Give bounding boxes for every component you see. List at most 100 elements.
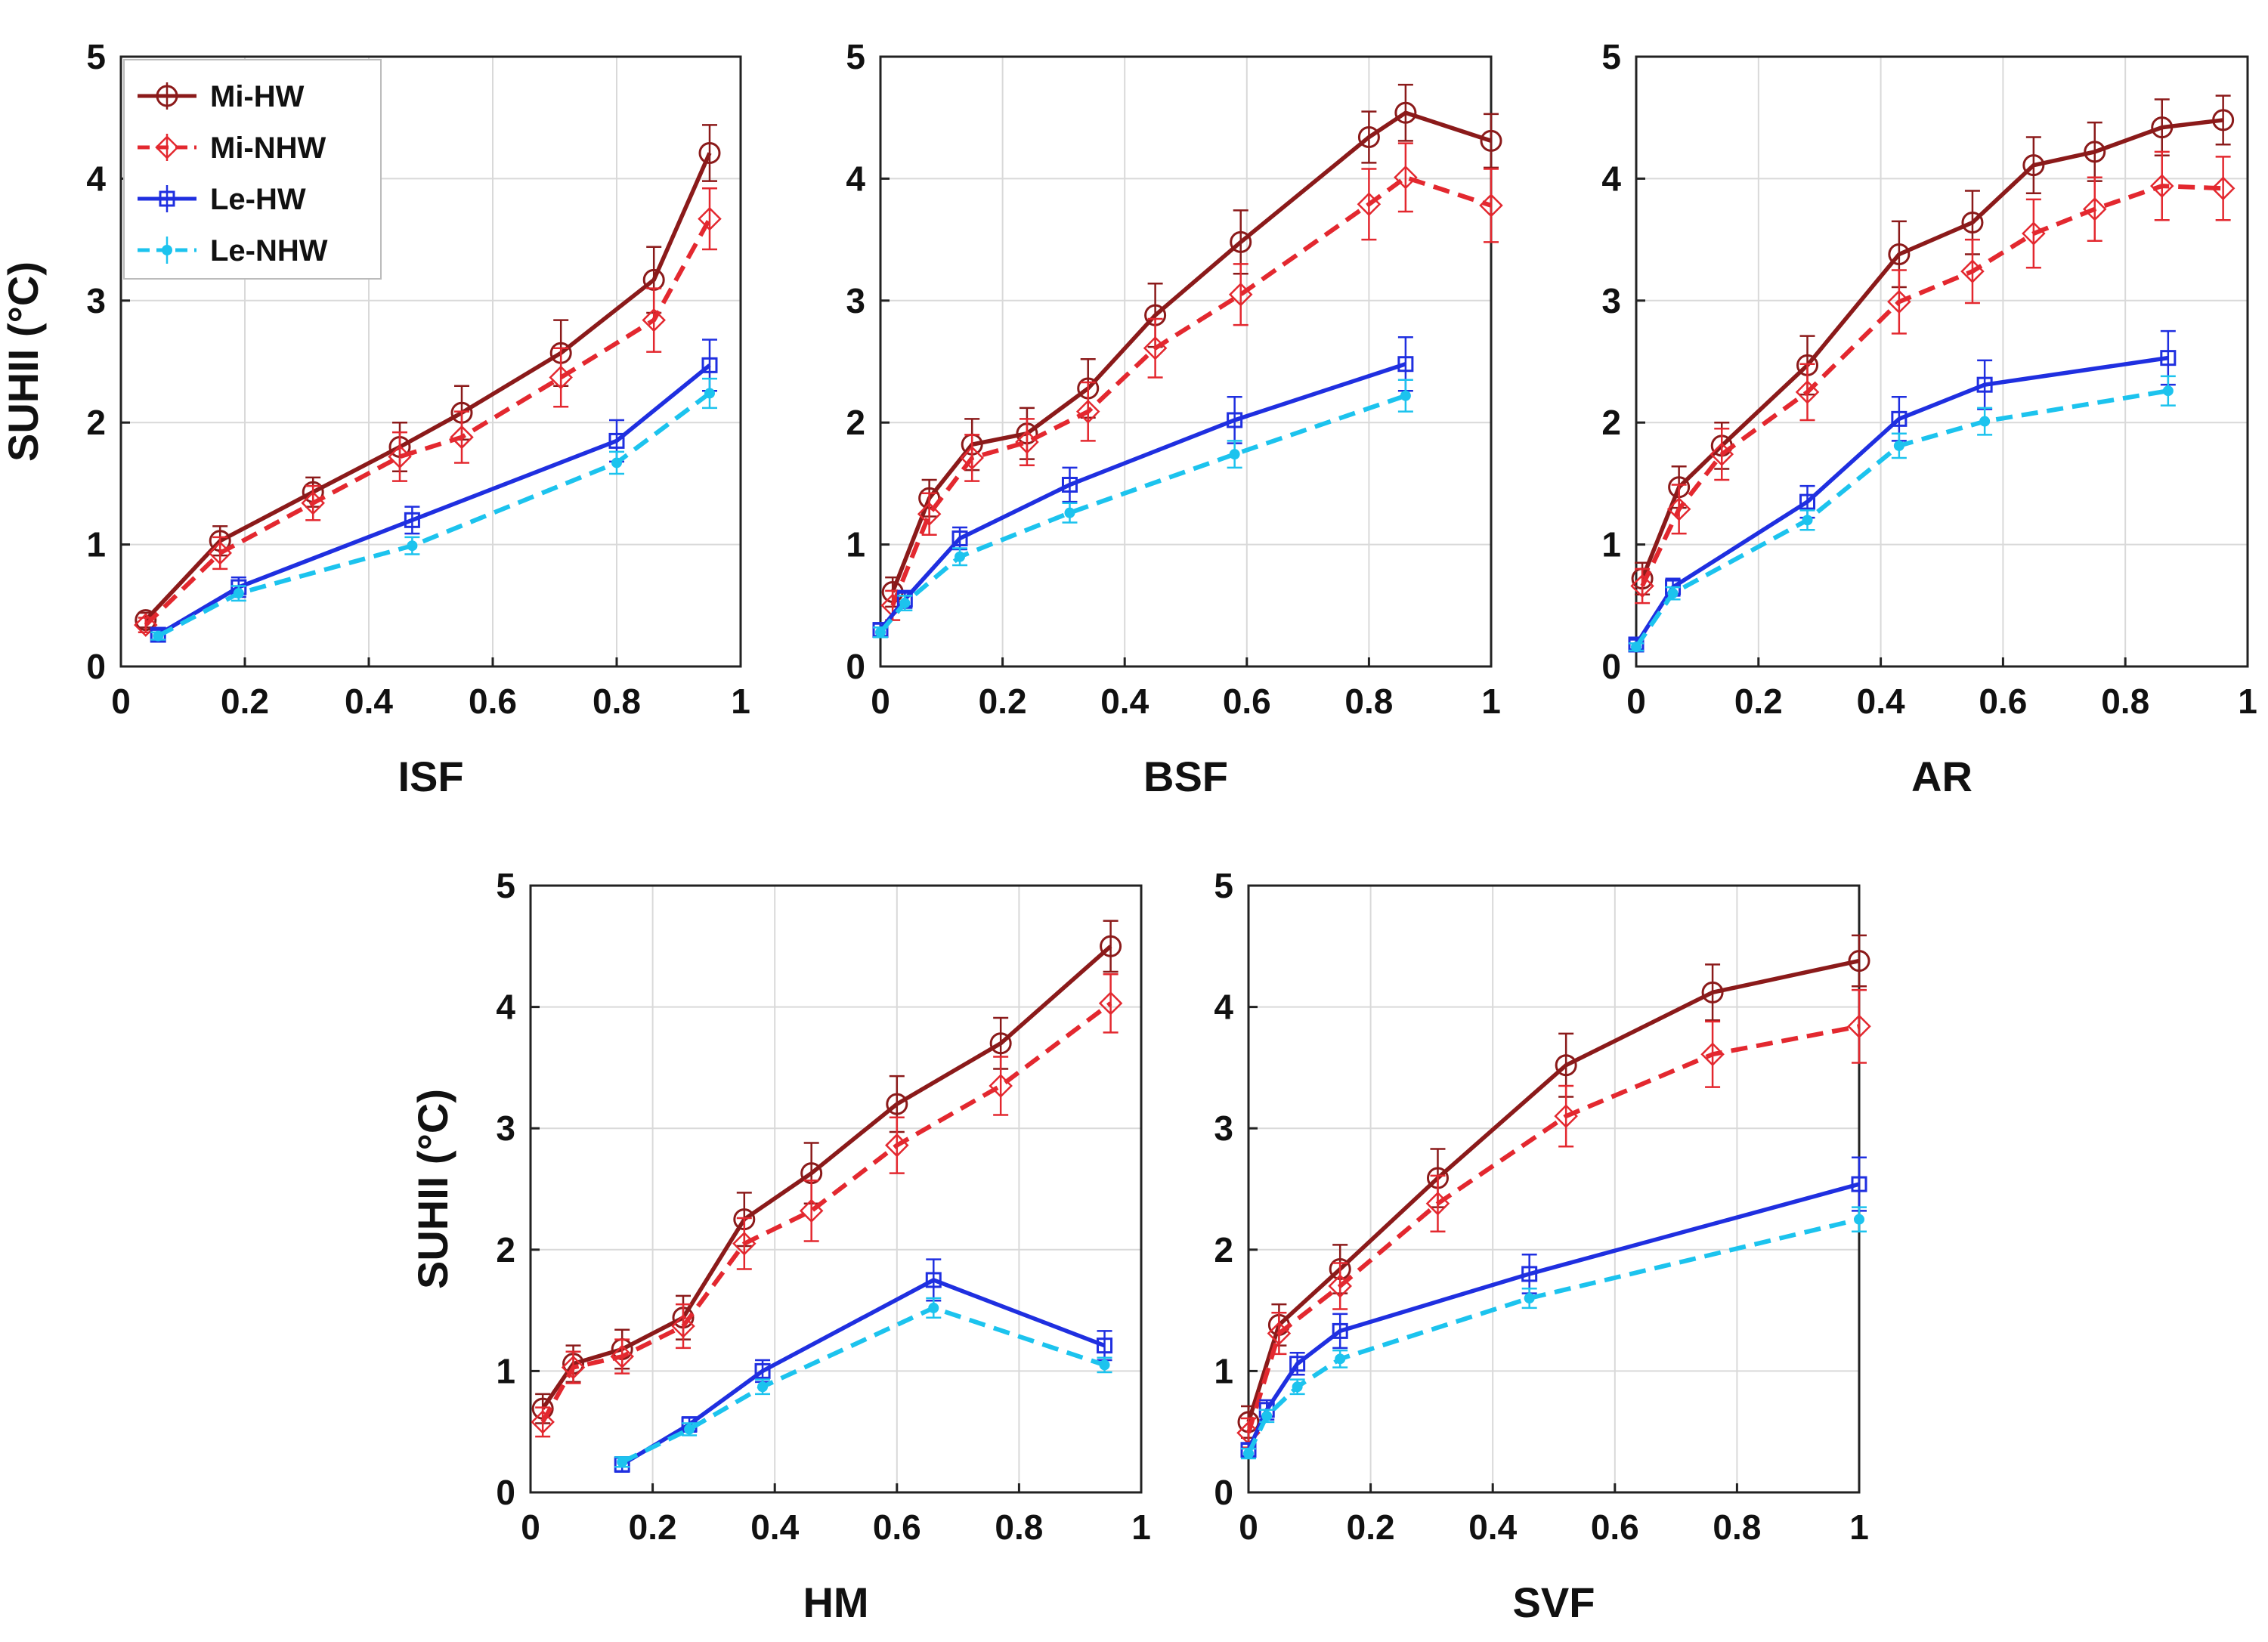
data-point-mi-nhw [1479, 193, 1503, 218]
x-axis-title: ISF [398, 753, 463, 800]
data-point-mi-nhw [1710, 442, 1734, 466]
data-point-mi-nhw [1075, 399, 1100, 424]
series-line-le-nhw [1634, 388, 2169, 648]
x-tick-label: 1 [731, 682, 750, 721]
error-bar-mi-nhw [553, 347, 569, 408]
series-le-nhw [1629, 375, 2176, 653]
data-point-mi-nhw [1328, 1274, 1352, 1298]
y-tick-label: 1 [846, 525, 865, 564]
data-point-le-nhw [153, 630, 164, 642]
data-point-le-hw [608, 432, 625, 449]
error-bar-le-hw [1062, 466, 1078, 503]
data-point-le-nhw [1400, 390, 1411, 401]
data-point-mi-nhw [301, 490, 325, 515]
x-tick-label: 1 [1481, 682, 1501, 721]
data-point-le-hw [1061, 477, 1078, 493]
data-point-mi-nhw [698, 206, 722, 231]
data-point-le-nhw [233, 588, 244, 599]
error-bar-mi-nhw [964, 434, 980, 482]
data-point-le-hw [701, 357, 718, 373]
data-point-le-nhw [407, 540, 418, 552]
x-tick-label: 0.4 [1100, 682, 1149, 721]
x-tick-label: 0 [871, 682, 890, 721]
data-point-le-hw [1799, 493, 1816, 510]
data-point-le-nhw [1335, 1353, 1346, 1365]
data-point-mi-hw [1555, 1054, 1577, 1077]
error-bar-mi-nhw [1397, 142, 1413, 213]
x-axis-title: HM [803, 1579, 868, 1626]
x-tick-label: 1 [1131, 1507, 1151, 1547]
x-tick-label: 0 [1239, 1507, 1258, 1547]
y-tick-label: 3 [86, 281, 106, 320]
y-tick-label: 0 [496, 1473, 515, 1512]
error-bar-mi-nhw [1147, 317, 1163, 379]
error-bar-mi-nhw [392, 431, 407, 482]
data-point-mi-nhw [549, 365, 573, 390]
data-point-mi-hw [1701, 981, 1724, 1003]
data-point-mi-nhw [1098, 991, 1123, 1016]
error-bar-mi-nhw [1891, 269, 1907, 335]
data-point-le-nhw [2162, 385, 2174, 397]
y-tick-label: 1 [1214, 1351, 1233, 1390]
y-tick-label: 2 [1601, 403, 1621, 442]
y-tick-label: 5 [1214, 866, 1233, 905]
x-tick-label: 0 [111, 682, 131, 721]
data-point-le-nhw [704, 388, 715, 399]
error-bar-mi-nhw [1671, 484, 1687, 535]
error-bar-mi-nhw [2154, 150, 2170, 221]
data-point-mi-nhw [1357, 192, 1382, 217]
data-point-le-hw [1976, 376, 1993, 393]
error-bar-mi-nhw [702, 187, 717, 251]
x-tick-label: 0 [521, 1507, 540, 1547]
x-tick-label: 0.6 [1223, 682, 1271, 721]
data-point-mi-hw [1357, 126, 1380, 149]
error-bar-mi-nhw [1103, 973, 1119, 1034]
error-bar-mi-nhw [676, 1303, 691, 1350]
grid [880, 57, 1491, 666]
data-point-mi-nhw [2082, 196, 2107, 221]
x-tick-label: 0 [1626, 682, 1646, 721]
data-point-mi-nhw [671, 1314, 695, 1338]
data-point-le-nhw [899, 598, 911, 609]
legend-marker-le-nhw [162, 245, 172, 255]
data-point-le-hw [1227, 412, 1243, 428]
y-tick-label: 2 [1214, 1230, 1233, 1269]
error-bar-mi-nhw [1430, 1174, 1446, 1232]
y-tick-label: 0 [86, 647, 106, 686]
axes-box [529, 884, 1143, 1494]
error-bar-mi-nhw [1361, 168, 1377, 241]
error-bar-mi-nhw [1271, 1312, 1287, 1356]
data-point-le-nhw [1979, 416, 1991, 427]
error-bar-mi-nhw [1019, 418, 1035, 466]
data-point-le-nhw [617, 1456, 628, 1467]
data-point-mi-hw [1394, 101, 1417, 124]
data-point-le-hw [1521, 1266, 1538, 1282]
data-point-mi-hw [1848, 950, 1870, 973]
data-point-le-nhw [955, 551, 966, 562]
error-bar-le-hw [404, 506, 420, 535]
error-bar-mi-nhw [646, 287, 662, 353]
y-tick-label: 0 [1601, 647, 1621, 686]
error-bar-mi-nhw [1799, 363, 1815, 422]
data-point-mi-nhw [799, 1198, 824, 1223]
data-point-mi-nhw [1666, 497, 1691, 521]
data-point-mi-nhw [1700, 1042, 1725, 1067]
legend: Mi-HW Mi-NHW Le-HW Le-NHW [123, 59, 382, 280]
legend-label-le-nhw: Le-NHW [210, 234, 328, 267]
data-point-mi-nhw [450, 425, 474, 450]
data-point-le-nhw [1229, 449, 1240, 460]
error-bar-mi-nhw [1714, 428, 1730, 481]
data-point-mi-nhw [989, 1074, 1013, 1098]
data-point-mi-hw [2084, 141, 2106, 163]
data-point-mi-nhw [134, 613, 158, 637]
series-le-nhw [614, 1297, 1112, 1468]
data-point-mi-nhw [1847, 1014, 1871, 1039]
axes-box [1635, 55, 2249, 668]
series-mi-nhw [1236, 988, 1871, 1449]
data-point-le-hw [1851, 1176, 1867, 1192]
data-point-le-hw [1332, 1322, 1348, 1339]
x-tick-label: 0.2 [221, 682, 269, 721]
y-tick-label: 5 [1601, 37, 1621, 76]
